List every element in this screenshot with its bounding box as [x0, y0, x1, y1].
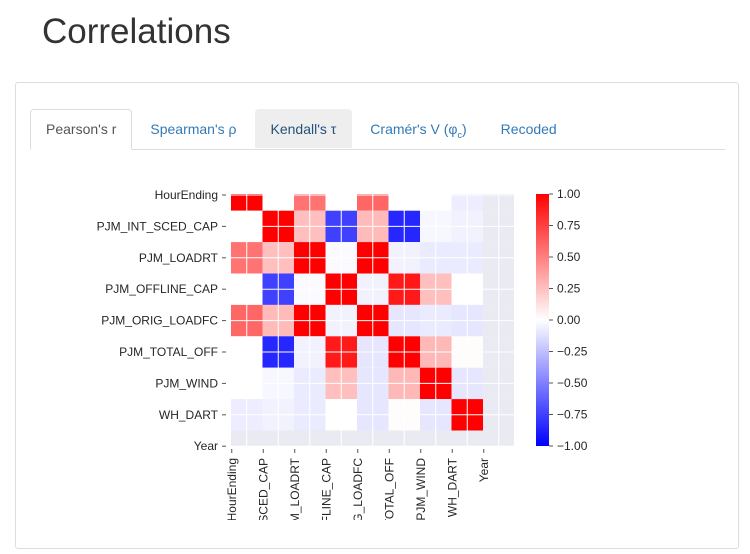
x-tick-label: PJM_ORIG_LOADFC: [351, 458, 365, 554]
colorbar-tick-label: 0.25: [557, 282, 581, 296]
y-tick-label: HourEnding: [155, 188, 218, 202]
y-tick-label: PJM_LOADRT: [139, 251, 219, 265]
tab-kendall[interactable]: Kendall's τ: [254, 109, 353, 148]
colorbar-tick-label: 0.50: [557, 250, 581, 264]
colorbar-tick-label: −0.50: [557, 376, 588, 390]
tab-spearman[interactable]: Spearman's ρ: [150, 121, 237, 137]
x-tick-label: Year: [477, 458, 491, 482]
y-tick-label: PJM_INT_SCED_CAP: [97, 219, 218, 233]
tab-cramers-label: Cramér's V (φ: [370, 121, 458, 137]
x-tick-label: PJM_TOTAL_OFF: [382, 458, 396, 554]
tab-cramers-sub: c: [457, 129, 463, 140]
page-title: Correlations: [42, 12, 231, 51]
y-tick-label: Year: [194, 439, 218, 453]
y-tick-label: WH_DART: [159, 408, 219, 422]
x-tick-label: PJM_WIND: [414, 458, 428, 521]
tab-recoded[interactable]: Recoded: [500, 121, 557, 137]
colorbar-tick-label: −0.75: [557, 408, 588, 422]
colorbar-tick-label: 1.00: [557, 187, 581, 201]
colorbar-tick-label: 0.75: [557, 219, 581, 233]
colorbar: [536, 194, 549, 446]
y-tick-label: PJM_OFFLINE_CAP: [105, 282, 218, 296]
tab-pearson[interactable]: Pearson's r: [30, 109, 133, 150]
colorbar-tick-label: −1.00: [557, 439, 588, 453]
x-tick-label: PJM_LOADRT: [288, 457, 302, 537]
y-tick-label: PJM_TOTAL_OFF: [119, 345, 218, 359]
x-tick-label: HourEnding: [225, 458, 239, 521]
x-tick-label: PJM_INT_SCED_CAP: [256, 458, 270, 554]
correlation-tabs: Pearson's r Spearman's ρ Kendall's τ Cra…: [30, 109, 725, 150]
y-tick-label: PJM_ORIG_LOADFC: [101, 314, 218, 328]
x-tick-label: PJM_OFFLINE_CAP: [319, 458, 333, 554]
tab-cramers-v[interactable]: Cramér's V (φc): [354, 109, 482, 148]
correlations-panel: [15, 82, 739, 549]
colorbar-tick-label: 0.00: [557, 313, 581, 327]
y-tick-label: PJM_WIND: [155, 376, 218, 390]
tab-cramers-suffix: ): [462, 121, 467, 137]
x-tick-label: WH_DART: [445, 457, 459, 517]
colorbar-tick-label: −0.25: [557, 345, 588, 359]
